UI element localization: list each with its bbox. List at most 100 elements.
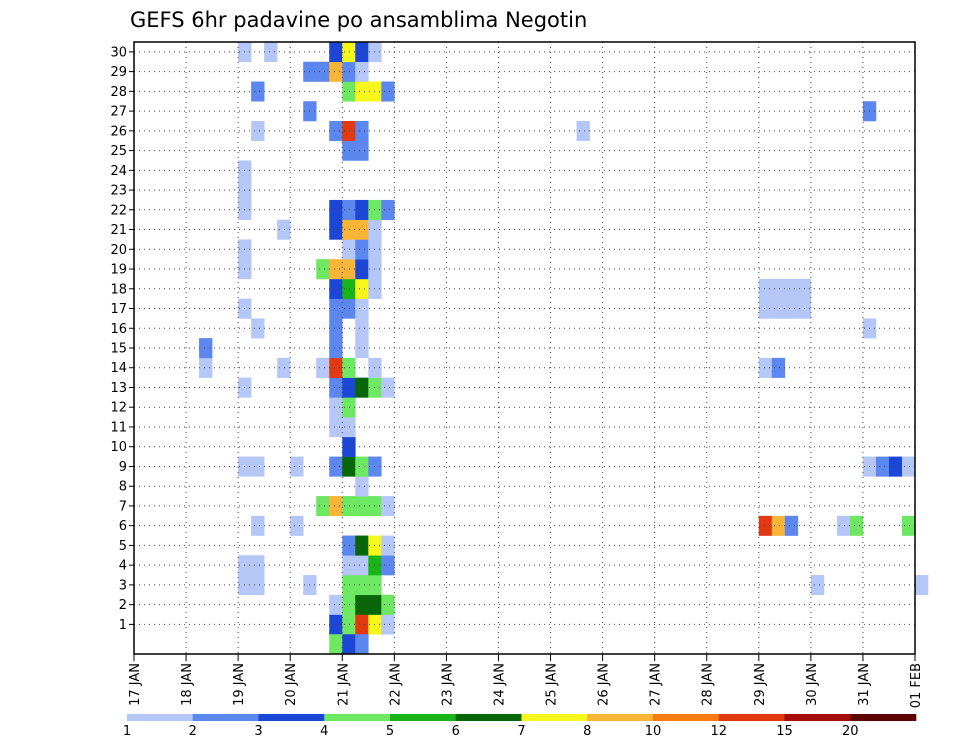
heatmap-cell <box>329 199 343 220</box>
heatmap-cell <box>758 298 773 319</box>
heatmap-cell <box>381 377 395 398</box>
heatmap-cell <box>771 515 786 536</box>
heatmap-cell <box>355 555 369 576</box>
heatmap-cell <box>355 199 369 220</box>
heatmap-cell <box>758 515 773 536</box>
heatmap-cell <box>784 278 799 299</box>
heatmap-cell <box>355 318 369 339</box>
heatmap-cell <box>329 278 343 299</box>
heatmap-cell <box>342 140 356 161</box>
heatmap-cell <box>329 61 343 82</box>
y-tick-label: 10 <box>110 440 127 455</box>
heatmap-cell <box>342 594 356 615</box>
heatmap-cell <box>251 318 265 339</box>
colorbar-label: 8 <box>583 724 591 739</box>
colorbar-segment <box>324 714 391 721</box>
colorbar-label: 4 <box>320 724 328 739</box>
x-tick-label: 26 JAN <box>597 663 612 706</box>
x-tick-label: 01 FEB <box>909 663 924 708</box>
heatmap-cell <box>355 377 369 398</box>
heatmap-cell <box>329 318 343 339</box>
y-tick-label: 7 <box>119 499 127 514</box>
heatmap-cell <box>355 496 369 517</box>
x-tick-label: 28 JAN <box>701 663 716 706</box>
heatmap-cell <box>342 239 356 260</box>
y-tick-label: 17 <box>110 302 127 317</box>
colorbar-segment <box>192 714 259 721</box>
x-tick-label: 18 JAN <box>180 663 195 706</box>
heatmap-cell <box>888 456 903 477</box>
heatmap-cell <box>381 614 395 635</box>
grid-layer <box>134 42 915 654</box>
heatmap-cell <box>355 575 369 596</box>
y-tick-label: 3 <box>119 578 127 593</box>
heatmap-cell <box>576 120 590 142</box>
heatmap-cell <box>251 81 265 102</box>
heatmap-cell <box>277 219 291 240</box>
heatmap-cell <box>342 81 356 102</box>
heatmap-cell <box>342 259 356 280</box>
chart-title: GEFS 6hr padavine po ansamblima Negotin <box>130 8 587 32</box>
heatmap-cell <box>355 278 369 299</box>
cells-layer <box>199 42 929 655</box>
heatmap-cell <box>342 278 356 299</box>
heatmap-cell <box>355 634 369 655</box>
heatmap-cell <box>355 120 369 142</box>
heatmap-cell <box>355 535 369 556</box>
heatmap-cell <box>355 140 369 161</box>
colorbar-label: 15 <box>776 724 793 739</box>
heatmap-cell <box>251 575 265 596</box>
heatmap-cell <box>355 81 369 102</box>
x-tick-label: 22 JAN <box>388 663 403 706</box>
heatmap-cell <box>329 357 343 378</box>
heatmap-cell <box>329 338 343 359</box>
y-tick-label: 21 <box>110 223 127 238</box>
heatmap-cell <box>290 456 304 477</box>
colorbar-segment <box>455 714 522 721</box>
colorbar-label: 7 <box>517 724 525 739</box>
heatmap-cell <box>836 515 851 536</box>
heatmap-cell <box>875 456 890 477</box>
heatmap-cell <box>355 219 369 240</box>
heatmap-cell <box>329 496 343 517</box>
heatmap-cell <box>342 417 356 438</box>
heatmap-cell <box>342 397 356 418</box>
colorbar-label: 20 <box>842 724 859 739</box>
x-tick-label: 20 JAN <box>284 663 299 706</box>
colorbar-segment <box>653 714 720 721</box>
x-tick-label: 27 JAN <box>649 663 664 706</box>
heatmap-cell <box>329 456 343 477</box>
heatmap-cell <box>329 259 343 280</box>
colorbar-segment <box>718 714 785 721</box>
y-tick-label: 27 <box>110 105 127 120</box>
heatmap-cell <box>277 357 291 378</box>
heatmap-cell <box>199 338 213 359</box>
x-tick-label: 29 JAN <box>753 663 768 706</box>
colorbar-label: 10 <box>645 724 662 739</box>
heatmap-cell <box>901 515 916 536</box>
heatmap-cell <box>758 357 773 378</box>
heatmap-cell <box>784 515 799 536</box>
colorbar-segment <box>521 714 588 721</box>
heatmap-cell <box>329 397 343 418</box>
heatmap-cell <box>915 575 929 596</box>
heatmap-cell <box>381 555 395 576</box>
y-tick-label: 16 <box>110 322 127 337</box>
heatmap-cell <box>758 278 773 299</box>
heatmap-cell <box>355 239 369 260</box>
x-tick-label: 23 JAN <box>440 663 455 706</box>
heatmap-cell <box>381 496 395 517</box>
colorbar-label: 5 <box>386 724 394 739</box>
y-tick-label: 24 <box>110 164 127 179</box>
heatmap-cell <box>329 120 343 142</box>
heatmap-cell <box>329 42 343 63</box>
heatmap-cell <box>342 357 356 378</box>
x-tick-label: 31 JAN <box>857 663 872 706</box>
heatmap-cell <box>264 42 278 63</box>
heatmap-cell <box>199 357 213 378</box>
heatmap-cell <box>342 61 356 82</box>
heatmap-cell <box>342 614 356 635</box>
colorbar-segment <box>784 714 851 721</box>
colorbar-label: 2 <box>189 724 197 739</box>
heatmap-cell <box>381 199 395 220</box>
